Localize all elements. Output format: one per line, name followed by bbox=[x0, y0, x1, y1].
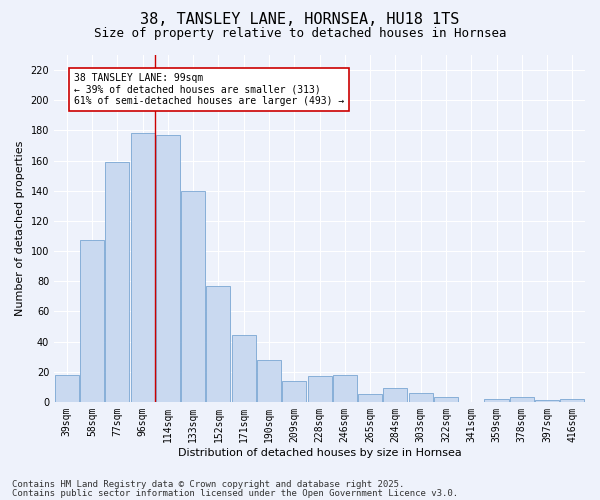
Bar bbox=[484, 399, 509, 402]
Text: Size of property relative to detached houses in Hornsea: Size of property relative to detached ho… bbox=[94, 28, 506, 40]
Bar bbox=[282, 380, 306, 402]
Bar bbox=[434, 398, 458, 402]
Bar bbox=[156, 135, 180, 402]
Bar bbox=[409, 393, 433, 402]
Bar bbox=[333, 374, 357, 402]
Text: 38 TANSLEY LANE: 99sqm
← 39% of detached houses are smaller (313)
61% of semi-de: 38 TANSLEY LANE: 99sqm ← 39% of detached… bbox=[74, 73, 344, 106]
Bar bbox=[55, 374, 79, 402]
Bar bbox=[510, 398, 534, 402]
Text: Contains HM Land Registry data © Crown copyright and database right 2025.: Contains HM Land Registry data © Crown c… bbox=[12, 480, 404, 489]
Bar bbox=[383, 388, 407, 402]
Bar bbox=[131, 134, 155, 402]
Bar bbox=[80, 240, 104, 402]
Bar bbox=[206, 286, 230, 402]
Bar bbox=[257, 360, 281, 402]
Y-axis label: Number of detached properties: Number of detached properties bbox=[15, 140, 25, 316]
Bar bbox=[181, 190, 205, 402]
Bar bbox=[232, 336, 256, 402]
Text: 38, TANSLEY LANE, HORNSEA, HU18 1TS: 38, TANSLEY LANE, HORNSEA, HU18 1TS bbox=[140, 12, 460, 28]
Bar bbox=[535, 400, 559, 402]
Bar bbox=[308, 376, 332, 402]
X-axis label: Distribution of detached houses by size in Hornsea: Distribution of detached houses by size … bbox=[178, 448, 461, 458]
Bar bbox=[358, 394, 382, 402]
Bar bbox=[560, 399, 584, 402]
Bar bbox=[105, 162, 129, 402]
Text: Contains public sector information licensed under the Open Government Licence v3: Contains public sector information licen… bbox=[12, 488, 458, 498]
